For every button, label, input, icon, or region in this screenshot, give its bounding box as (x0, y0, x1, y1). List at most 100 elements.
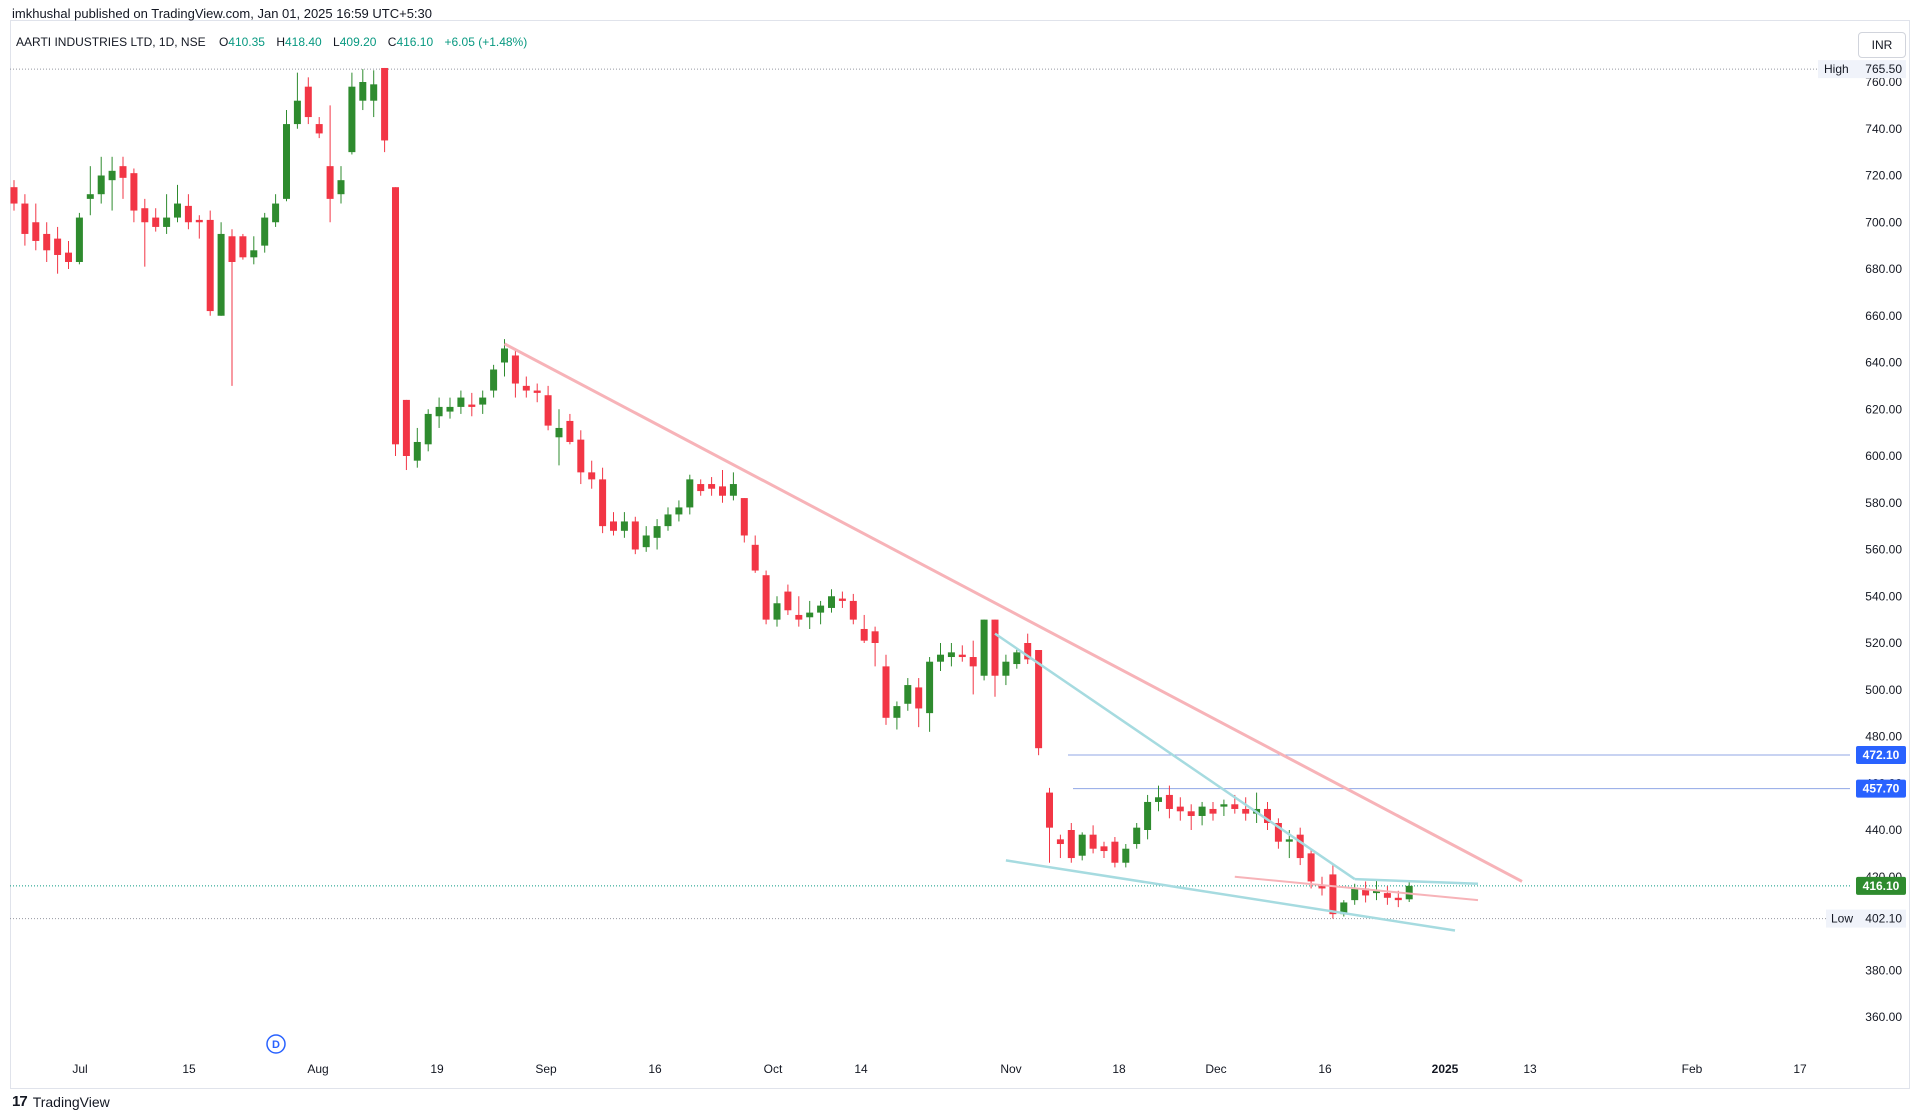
candle-body (522, 385, 530, 391)
candle-body (1067, 830, 1075, 859)
x-tick-label: 16 (648, 1062, 662, 1076)
candle-body (501, 348, 508, 363)
x-tick-label: Nov (1000, 1062, 1021, 1076)
candle-body (1056, 839, 1064, 845)
candle-body (806, 612, 814, 618)
candle-body (424, 413, 432, 445)
x-tick-label: Oct (764, 1062, 783, 1076)
candle-body (1373, 890, 1380, 894)
currency-button[interactable]: INR (1858, 32, 1906, 58)
candle-body (457, 397, 465, 407)
candle-body (261, 217, 269, 246)
candle-body (740, 498, 748, 536)
y-tick-label: 380.00 (1865, 963, 1902, 977)
candle-body (141, 208, 149, 223)
x-tick-label: 16 (1318, 1062, 1332, 1076)
price-label-472-bg (1856, 745, 1906, 764)
candle-body (75, 217, 83, 262)
candle-body (1078, 834, 1086, 856)
candle-body (184, 205, 192, 223)
high-tag-bg (1818, 60, 1906, 79)
y-tick-label: 700.00 (1865, 215, 1902, 229)
x-tick-label: Sep (535, 1062, 557, 1076)
candle-body (1242, 808, 1250, 814)
cyan-lower-line (1005, 859, 1456, 932)
candle-body (272, 203, 280, 223)
candle-body (904, 685, 912, 704)
candle-body (239, 236, 247, 258)
tradingview-logo-icon: 17 (12, 1093, 28, 1110)
x-tick-label: 18 (1112, 1062, 1126, 1076)
x-tick-label: Aug (307, 1062, 328, 1076)
candle-body (1231, 804, 1239, 809)
candle-body (817, 605, 825, 613)
candle-body (446, 406, 454, 412)
candle-body (206, 219, 214, 312)
candle-body (1122, 848, 1130, 863)
candle-body (228, 236, 236, 262)
candle-body (86, 194, 94, 199)
candle-body (729, 484, 737, 496)
y-tick-label: 740.00 (1865, 122, 1902, 136)
y-tick-label: 640.00 (1865, 356, 1902, 370)
candle-body (566, 420, 574, 442)
candle-body (620, 521, 628, 531)
candle-body (163, 217, 171, 227)
change-value: +6.05 (+1.48%) (444, 35, 528, 49)
candle-body (195, 219, 203, 223)
candle-body (762, 575, 770, 620)
candle-body (392, 187, 399, 445)
close-label: C (387, 35, 397, 49)
high-tag-value: 765.50 (1865, 62, 1902, 76)
candle-body (871, 631, 879, 643)
candle-body (860, 628, 868, 641)
candle-body (1329, 874, 1337, 915)
candle-body (1133, 827, 1141, 845)
y-tick-label: 520.00 (1865, 636, 1902, 650)
candle-body (1035, 650, 1043, 749)
candle-body (991, 619, 999, 676)
candle-body (359, 82, 367, 101)
low-tag-label: Low (1831, 912, 1853, 926)
candle-body (217, 233, 225, 316)
x-tick-label: 17 (1793, 1062, 1807, 1076)
low-value: 409.20 (339, 35, 377, 49)
candle-body (1165, 794, 1173, 809)
candle-body (610, 521, 617, 531)
candle-body (1187, 811, 1195, 816)
candle-body (1383, 893, 1391, 898)
candle-body (631, 521, 639, 550)
candle-body (1100, 846, 1108, 852)
x-tick-label: 15 (182, 1062, 196, 1076)
candle-body (697, 484, 705, 492)
downtrend-line (503, 342, 1523, 883)
candle-body (544, 395, 552, 426)
candle-body (174, 203, 181, 218)
open-value: 410.35 (228, 35, 265, 49)
candle-body (893, 706, 901, 718)
candle-body (119, 166, 127, 178)
candle-body (937, 654, 944, 662)
candle-body (784, 591, 792, 611)
candle-body (958, 654, 966, 658)
candle-body (828, 596, 835, 608)
candle-body (130, 173, 138, 211)
price-label-472: 472.10 (1863, 748, 1900, 762)
close-value: 416.10 (396, 35, 434, 49)
candle-body (533, 390, 541, 393)
candle-body (1285, 839, 1293, 842)
y-tick-label: 720.00 (1865, 169, 1902, 183)
price-label-457-bg (1856, 779, 1906, 798)
candle-body (686, 479, 694, 508)
publisher-info: imkhushal published on TradingView.com, … (12, 6, 432, 21)
open-label: O (218, 35, 229, 49)
candle-body (1340, 902, 1348, 915)
candle-body (293, 100, 301, 125)
candle-body (402, 399, 410, 456)
x-tick-label: Jul (72, 1062, 87, 1076)
candle-body (1362, 888, 1370, 896)
candle-body (599, 479, 607, 527)
candle-body (435, 406, 443, 417)
candle-body (1318, 886, 1326, 889)
